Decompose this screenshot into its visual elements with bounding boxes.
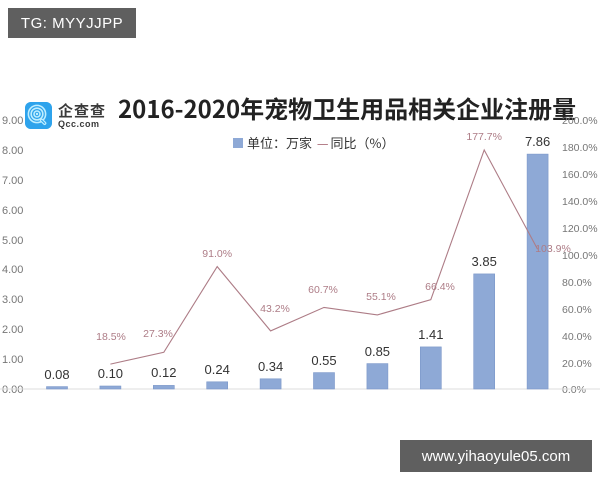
svg-text:1.41: 1.41 xyxy=(418,327,443,342)
svg-text:120.0%: 120.0% xyxy=(562,223,598,235)
svg-text:4.00: 4.00 xyxy=(2,264,23,276)
svg-text:0.24: 0.24 xyxy=(205,362,230,377)
svg-text:177.7%: 177.7% xyxy=(466,131,502,143)
svg-text:55.1%: 55.1% xyxy=(366,291,396,303)
svg-text:18.5%: 18.5% xyxy=(96,331,126,343)
svg-text:0.08: 0.08 xyxy=(44,367,69,382)
svg-text:27.3%: 27.3% xyxy=(143,328,173,340)
svg-text:3.00: 3.00 xyxy=(2,294,23,306)
svg-text:5.00: 5.00 xyxy=(2,235,23,247)
svg-text:2.00: 2.00 xyxy=(2,324,23,336)
svg-text:0.0%: 0.0% xyxy=(562,384,586,396)
svg-text:20.0%: 20.0% xyxy=(562,358,592,370)
svg-text:60.7%: 60.7% xyxy=(308,284,338,296)
svg-text:160.0%: 160.0% xyxy=(562,169,598,181)
svg-text:0.55: 0.55 xyxy=(311,353,336,368)
svg-text:7.00: 7.00 xyxy=(2,175,23,187)
svg-text:140.0%: 140.0% xyxy=(562,196,598,208)
svg-text:0.00: 0.00 xyxy=(2,384,23,396)
svg-text:9.00: 9.00 xyxy=(2,115,23,127)
svg-text:200.0%: 200.0% xyxy=(562,115,598,127)
svg-text:180.0%: 180.0% xyxy=(562,142,598,154)
svg-text:1.00: 1.00 xyxy=(2,354,23,366)
svg-text:60.0%: 60.0% xyxy=(562,304,592,316)
svg-text:0.85: 0.85 xyxy=(365,344,390,359)
svg-text:0.34: 0.34 xyxy=(258,359,283,374)
svg-text:40.0%: 40.0% xyxy=(562,331,592,343)
svg-text:91.0%: 91.0% xyxy=(202,248,232,260)
svg-text:8.00: 8.00 xyxy=(2,145,23,157)
svg-text:7.86: 7.86 xyxy=(525,134,550,149)
svg-text:3.85: 3.85 xyxy=(472,254,497,269)
svg-text:0.12: 0.12 xyxy=(151,365,176,380)
svg-text:66.4%: 66.4% xyxy=(425,281,455,293)
svg-text:0.10: 0.10 xyxy=(98,366,123,381)
svg-text:80.0%: 80.0% xyxy=(562,277,592,289)
svg-text:103.9%: 103.9% xyxy=(535,243,571,255)
svg-text:43.2%: 43.2% xyxy=(260,303,290,315)
svg-text:6.00: 6.00 xyxy=(2,205,23,217)
